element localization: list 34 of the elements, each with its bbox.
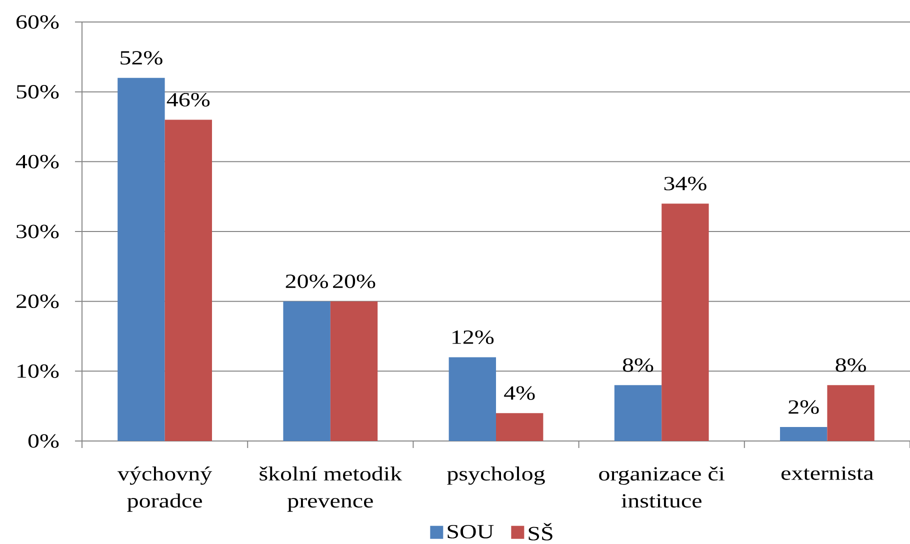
bar [614, 385, 662, 441]
data-label: 12% [452, 330, 494, 344]
data-label: 8% [836, 358, 866, 372]
y-tick-label: 50% [16, 85, 59, 99]
data-label: 8% [622, 358, 654, 372]
x-tick-label: školní metodik prevence [260, 466, 402, 512]
data-label: 52% [120, 51, 162, 65]
x-tick-label: výchovný poradce [117, 466, 212, 512]
y-tick-label: 30% [16, 224, 59, 238]
bar [827, 385, 874, 441]
data-label: 34% [664, 176, 706, 190]
x-tick-label: psycholog [447, 466, 545, 485]
data-label: 46% [166, 93, 210, 107]
y-tick-label: 40% [16, 154, 59, 168]
bar [164, 120, 212, 441]
data-label: 4% [504, 386, 535, 400]
bar [448, 357, 496, 441]
bar [496, 413, 544, 441]
bar [780, 427, 828, 441]
data-label: 20% [286, 274, 328, 288]
y-tick-label: 20% [16, 294, 59, 308]
bar [662, 204, 709, 441]
x-tick-label: externista [781, 466, 874, 480]
data-label: 2% [788, 400, 819, 414]
bar [118, 78, 165, 441]
bar [283, 301, 330, 441]
data-label: 20% [333, 274, 376, 288]
legend-label: SOU [448, 524, 494, 538]
bar [330, 301, 378, 441]
y-tick-label: 10% [18, 364, 59, 378]
x-tick-label: organizace či instituce [599, 466, 725, 508]
y-tick-label: 0% [28, 434, 59, 448]
legend-label: SŠ [528, 522, 552, 540]
y-tick-label: 60% [16, 15, 59, 29]
